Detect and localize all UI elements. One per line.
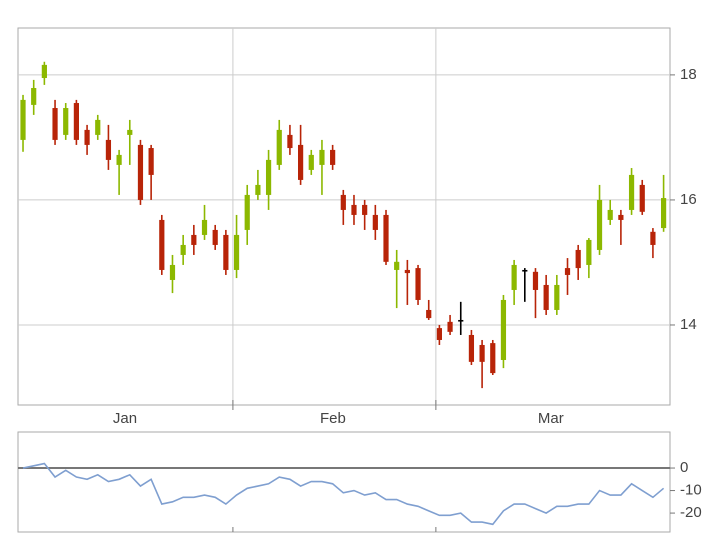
candle-body [255, 184, 261, 195]
candle-body [479, 344, 485, 362]
y-tick-label: 16 [680, 191, 697, 208]
candle-body [84, 129, 90, 145]
candle-body [180, 244, 186, 255]
candle-body [73, 103, 79, 140]
y-tick-label: -20 [680, 504, 702, 521]
candle-body [426, 309, 432, 319]
candle-body [148, 148, 154, 175]
candle-body [522, 269, 528, 272]
candle-body [95, 119, 101, 135]
candle-body [490, 343, 496, 374]
candle-body [586, 239, 592, 265]
y-tick-label: 14 [680, 316, 697, 333]
candle-body [340, 194, 346, 210]
candle-body [543, 284, 549, 310]
indicator-line [22, 462, 665, 526]
candle-body [532, 271, 539, 290]
candle-body [372, 214, 378, 230]
candle-body [415, 268, 421, 300]
candle-body [63, 108, 69, 135]
candle-body [41, 64, 47, 79]
x-tick-label: Mar [538, 410, 564, 427]
candle-body [500, 299, 507, 360]
candle-body [212, 229, 218, 245]
candle-body [639, 184, 645, 212]
candle-body [650, 231, 656, 245]
candle-body [191, 234, 197, 245]
candle-body [127, 129, 133, 135]
candle-body [628, 174, 635, 210]
candle-body [223, 234, 229, 270]
candle-body [116, 154, 122, 165]
candle-body [31, 88, 37, 105]
candle-body [618, 214, 624, 220]
candle-body [298, 144, 304, 180]
candle-body [287, 134, 293, 149]
x-tick-label: Jan [113, 410, 137, 427]
candle-body [607, 209, 613, 220]
candle-body [319, 149, 325, 165]
candle-body [351, 204, 357, 215]
candle-body [201, 219, 208, 235]
candle-body [265, 159, 272, 195]
candle-body [511, 264, 517, 290]
candle-body [596, 199, 603, 250]
candle-body [383, 214, 389, 262]
plot-frame [17, 27, 671, 406]
candle-body [244, 194, 250, 230]
candle-body [394, 261, 400, 270]
candle-body [660, 198, 667, 229]
y-tick-label: 18 [680, 66, 697, 83]
y-tick-label: 0 [680, 459, 688, 476]
candle-body [330, 149, 336, 165]
candle-body [52, 108, 58, 140]
candle-body [308, 154, 314, 170]
candle-body [575, 249, 581, 269]
candle-body [233, 234, 240, 270]
candle-body [447, 321, 453, 332]
candle-body [404, 269, 410, 274]
candle-body [362, 204, 368, 215]
candle-body [137, 144, 144, 200]
candle-body [468, 334, 475, 362]
candle-body [554, 284, 560, 310]
candle-body [20, 99, 26, 140]
x-tick-label: Feb [320, 410, 346, 427]
plot-frame [17, 431, 671, 533]
candle-body [276, 129, 282, 165]
candle-body [105, 139, 112, 160]
y-tick-label: -10 [680, 482, 702, 499]
candle-body [169, 264, 176, 280]
candle-body [564, 268, 571, 275]
candle-body [159, 219, 165, 270]
candle-body [436, 328, 442, 340]
candle-body [458, 319, 464, 322]
